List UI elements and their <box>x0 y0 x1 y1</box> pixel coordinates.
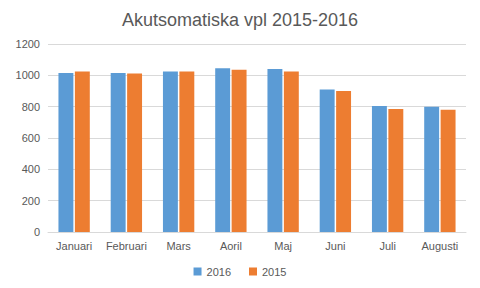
svg-text:2016: 2016 <box>207 266 231 278</box>
svg-text:Januari: Januari <box>56 240 92 252</box>
svg-text:Februari: Februari <box>106 240 147 252</box>
svg-text:600: 600 <box>22 132 40 144</box>
svg-text:2015: 2015 <box>262 266 286 278</box>
svg-text:400: 400 <box>22 163 40 175</box>
svg-text:1000: 1000 <box>16 69 40 81</box>
svg-text:Juni: Juni <box>325 240 345 252</box>
svg-text:Maj: Maj <box>274 240 292 252</box>
svg-text:0: 0 <box>34 226 40 238</box>
svg-text:Juli: Juli <box>379 240 396 252</box>
svg-text:Akutsomatiska vpl 2015-2016: Akutsomatiska vpl 2015-2016 <box>122 10 358 30</box>
svg-text:Aoril: Aoril <box>220 240 242 252</box>
svg-text:200: 200 <box>22 195 40 207</box>
svg-text:800: 800 <box>22 101 40 113</box>
svg-text:Mars: Mars <box>166 240 191 252</box>
svg-text:Augusti: Augusti <box>422 240 459 252</box>
svg-text:1200: 1200 <box>16 38 40 50</box>
